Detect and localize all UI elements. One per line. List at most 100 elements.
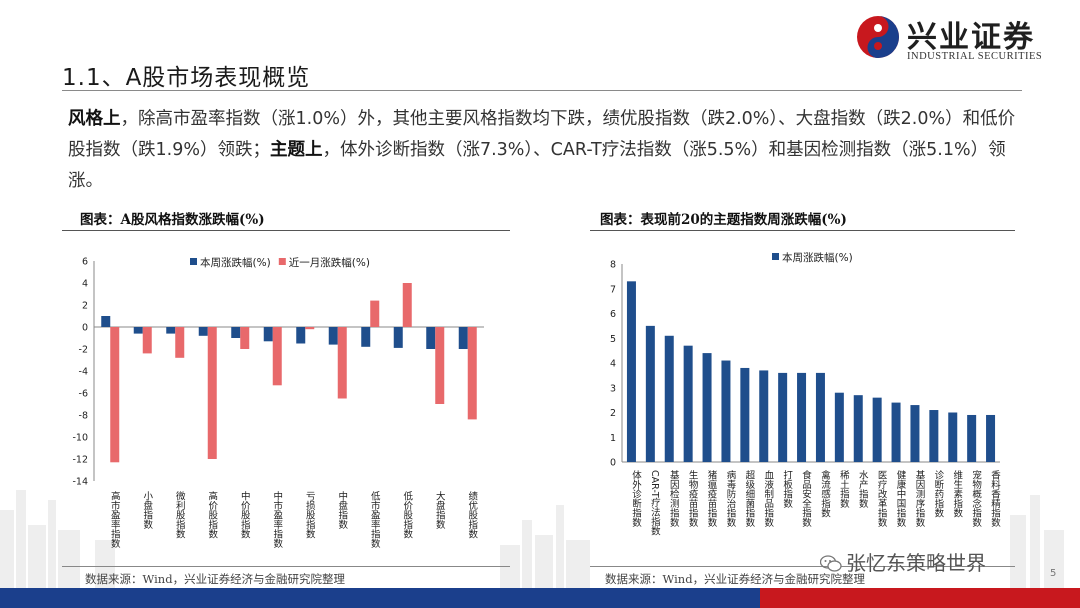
bar — [683, 345, 693, 462]
bar — [797, 372, 807, 462]
x-category-label: 微利股指数 — [174, 490, 186, 539]
bar — [393, 327, 403, 348]
y-tick-label: 8 — [610, 260, 616, 271]
x-category-label: 禽流感指数 — [819, 469, 831, 518]
right-chart-title-rule — [590, 230, 1015, 231]
bar — [426, 327, 436, 349]
bar — [702, 353, 712, 462]
right-chart-title: 图表：表现前20的主题指数周涨跌幅(%) — [600, 212, 847, 228]
wechat-watermark: 张忆东策略世界 — [820, 547, 986, 576]
x-category-label: 血液制品指数 — [762, 469, 774, 528]
bar — [721, 360, 731, 462]
legend-label: 本周涨跌幅(%) — [200, 256, 271, 269]
summary-theme-text: ，体外诊断指数（涨7.3%）、CAR-T疗法指数（涨5.5%）和基因检测指数（涨… — [68, 140, 1006, 191]
legend-swatch — [190, 258, 197, 265]
y-tick-label: 2 — [82, 301, 88, 312]
bar — [402, 283, 412, 327]
bar — [778, 372, 788, 462]
bar — [166, 327, 176, 334]
y-tick-label: 3 — [610, 383, 616, 394]
x-category-label: 健康中国指数 — [895, 469, 907, 528]
bar — [142, 327, 152, 354]
bar — [986, 414, 996, 462]
y-tick-label: -8 — [79, 411, 88, 422]
brand-name-cn: 兴业证券 — [907, 20, 1035, 55]
y-tick-label: 4 — [610, 359, 616, 370]
bar — [834, 392, 844, 462]
bar — [872, 397, 882, 462]
bar — [740, 367, 750, 462]
bar — [198, 327, 208, 336]
x-category-label: 打板指数 — [781, 469, 793, 509]
bar — [435, 327, 445, 404]
bar — [815, 372, 825, 462]
page-number: 5 — [1050, 568, 1057, 579]
bar — [458, 327, 468, 349]
bar — [207, 327, 217, 459]
right-chart-source: 数据来源：Wind，兴业证券经济与金融研究院整理 — [605, 572, 866, 586]
y-tick-label: 5 — [610, 334, 616, 345]
y-tick-label: -6 — [79, 389, 88, 400]
x-category-label: 低价股指数 — [401, 490, 413, 539]
y-tick-label: 0 — [82, 323, 88, 334]
brand-name-en: INDUSTRIAL SECURITIES — [907, 51, 1043, 62]
right-source-rule — [590, 566, 1015, 567]
x-category-label: 香料香精指数 — [989, 470, 1001, 528]
summary-paragraph: 风格上，除高市盈率指数（涨1.0%）外，其他主要风格指数均下跌，绩优股指数（跌2… — [68, 104, 1028, 197]
y-tick-label: -4 — [79, 367, 88, 378]
bar — [101, 316, 111, 327]
title-divider — [62, 90, 1022, 91]
bar — [305, 327, 315, 330]
x-category-label: 水产指数 — [857, 469, 869, 509]
bar — [175, 327, 185, 358]
city-skyline-watermark — [0, 490, 1064, 590]
bar — [370, 300, 380, 327]
bar — [361, 327, 371, 347]
bar — [328, 327, 338, 345]
bar — [263, 327, 273, 342]
x-category-label: 病毒防治指数 — [724, 469, 736, 528]
bar — [272, 327, 282, 386]
y-tick-label: 0 — [610, 458, 616, 469]
x-category-label: 中市盈率指数 — [271, 490, 283, 549]
bar — [948, 412, 958, 462]
x-category-label: 小盘指数 — [141, 491, 153, 530]
footer-bar-red — [760, 588, 1080, 608]
theme-index-chart: 0 1 2 3 4 5 6 7 8 体外诊断指数 CAR-T疗法指数 基因检测指数 生物疫苗指数 猪瘟疫苗… — [610, 251, 1001, 537]
wechat-watermark-text: 张忆东策略世界 — [846, 551, 986, 575]
y-tick-label: 6 — [610, 309, 616, 320]
x-category-label: 超级细菌指数 — [743, 469, 755, 528]
bar — [967, 414, 977, 462]
left-chart-title: 图表：A股风格指数涨跌幅(%) — [80, 212, 265, 228]
y-tick-label: -2 — [79, 345, 88, 356]
bar — [910, 405, 920, 462]
bar — [240, 327, 250, 349]
bar — [664, 335, 674, 462]
x-category-label: 生物疫苗指数 — [687, 469, 699, 528]
x-category-label: 维生素指数 — [951, 469, 963, 518]
y-tick-label: 1 — [610, 433, 616, 444]
brand-logo: 兴业证券 INDUSTRIAL SECURITIES — [855, 14, 1065, 66]
y-tick-label: -12 — [72, 455, 88, 466]
x-category-label: 中价股指数 — [239, 490, 251, 539]
x-category-label: 中盘指数 — [336, 490, 348, 530]
summary-style-label: 风格上 — [68, 109, 121, 129]
x-category-label: 稀土指数 — [838, 469, 850, 509]
y-tick-label: 7 — [610, 284, 616, 295]
left-chart-title-rule — [62, 230, 510, 231]
bar — [133, 327, 143, 334]
bar — [759, 370, 769, 462]
left-chart-source: 数据来源：Wind，兴业证券经济与金融研究院整理 — [85, 572, 346, 586]
bar — [645, 325, 655, 462]
bar — [891, 402, 901, 462]
y-tick-label: 4 — [82, 279, 88, 290]
x-category-label: 低市盈率指数 — [369, 490, 381, 549]
x-category-label: 高价股指数 — [206, 490, 218, 539]
bar — [467, 327, 477, 420]
bar — [296, 327, 306, 344]
y-tick-label: -14 — [72, 477, 88, 488]
bar — [337, 327, 347, 399]
y-tick-label: -10 — [72, 433, 88, 444]
x-category-label: 绩优股指数 — [466, 490, 478, 539]
summary-style-text: ，除高市盈率指数（涨1.0%）外，其他主要风格指数均下跌，绩优股指数（跌2.0%… — [68, 109, 1016, 160]
